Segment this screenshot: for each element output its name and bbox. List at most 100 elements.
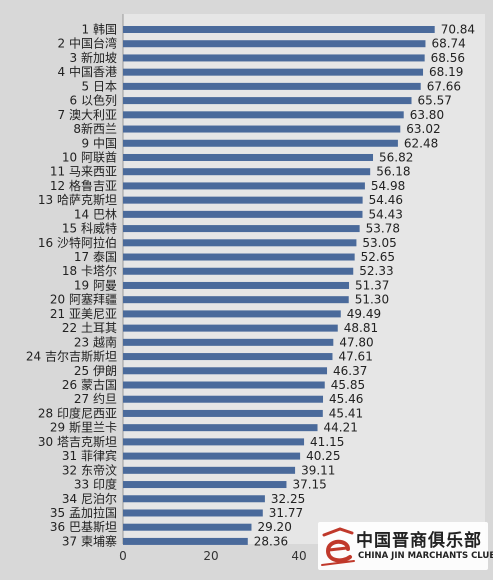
category-label: 6 以色列 bbox=[70, 94, 117, 108]
category-label: 20 阿塞拜疆 bbox=[50, 292, 117, 307]
bar-22 bbox=[123, 324, 338, 332]
x-tick-label: 0 bbox=[119, 549, 127, 563]
category-label: 12 格鲁吉亚 bbox=[50, 178, 117, 193]
value-label: 52.65 bbox=[361, 250, 395, 264]
category-label: 2 中国台湾 bbox=[58, 36, 117, 51]
value-label: 46.37 bbox=[333, 364, 367, 378]
value-label: 68.74 bbox=[431, 37, 465, 51]
value-label: 63.02 bbox=[406, 122, 440, 136]
value-label: 54.46 bbox=[369, 193, 403, 207]
watermark-name-en: CHINA JIN MARCHANTS CLUB bbox=[358, 551, 493, 561]
value-label: 44.21 bbox=[324, 421, 358, 435]
category-label: 11 马来西亚 bbox=[50, 165, 117, 179]
bar-9 bbox=[123, 139, 398, 147]
value-label: 48.81 bbox=[344, 321, 378, 335]
value-label: 68.19 bbox=[429, 65, 463, 79]
bar-14 bbox=[123, 210, 363, 218]
value-label: 45.46 bbox=[329, 392, 363, 406]
category-label: 10 阿联酋 bbox=[62, 149, 117, 164]
value-label: 62.48 bbox=[404, 136, 438, 150]
category-label: 13 哈萨克斯坦 bbox=[38, 193, 117, 207]
category-label: 15 科威特 bbox=[62, 221, 117, 236]
category-label: 4 中国香港 bbox=[58, 64, 117, 79]
bar-28 bbox=[123, 409, 323, 417]
value-label: 39.11 bbox=[301, 463, 335, 477]
value-label: 51.37 bbox=[355, 278, 389, 292]
category-label: 29 斯里兰卡 bbox=[50, 421, 117, 435]
bar-8 bbox=[123, 125, 401, 133]
value-label: 56.18 bbox=[376, 165, 410, 179]
bar-26 bbox=[123, 381, 325, 389]
value-label: 31.77 bbox=[269, 506, 303, 520]
bar-15 bbox=[123, 225, 360, 233]
category-label: 19 阿曼 bbox=[74, 278, 117, 292]
x-tick-label: 40 bbox=[291, 549, 306, 563]
value-label: 49.49 bbox=[347, 307, 381, 321]
value-label: 68.56 bbox=[431, 51, 465, 65]
bar-2 bbox=[123, 40, 426, 48]
bar-16 bbox=[123, 239, 357, 247]
bar-27 bbox=[123, 395, 324, 403]
bar-3 bbox=[123, 54, 425, 62]
value-label: 52.33 bbox=[359, 264, 393, 278]
bar-6 bbox=[123, 97, 412, 105]
bar-36 bbox=[123, 523, 252, 531]
value-label: 53.78 bbox=[366, 222, 400, 236]
watermark-name-cn: 中国晋商俱乐部 bbox=[356, 531, 482, 551]
jin-e-logo-icon bbox=[321, 527, 355, 566]
value-label: 32.25 bbox=[271, 492, 305, 506]
category-label: 22 土耳其 bbox=[62, 321, 117, 335]
bar-24 bbox=[123, 353, 333, 361]
value-label: 56.82 bbox=[379, 150, 413, 164]
bar-4 bbox=[123, 68, 424, 76]
bar-11 bbox=[123, 168, 371, 176]
value-label: 37.15 bbox=[292, 478, 326, 492]
value-label: 70.84 bbox=[441, 23, 475, 37]
category-label: 9 中国 bbox=[82, 135, 117, 150]
bar-37 bbox=[123, 537, 248, 545]
category-label: 37 柬埔寨 bbox=[62, 533, 117, 548]
category-label: 26 蒙古国 bbox=[62, 377, 117, 392]
category-label: 23 越南 bbox=[74, 334, 117, 349]
category-label: 36 巴基斯坦 bbox=[50, 520, 117, 534]
bar-13 bbox=[123, 196, 363, 204]
bar-20 bbox=[123, 296, 349, 304]
value-label: 41.15 bbox=[310, 435, 344, 449]
category-label: 25 伊朗 bbox=[74, 364, 117, 378]
category-label: 27 约旦 bbox=[74, 391, 117, 406]
category-label: 31 菲律宾 bbox=[62, 448, 117, 463]
bar-32 bbox=[123, 466, 296, 474]
bar-7 bbox=[123, 111, 404, 119]
value-label: 40.25 bbox=[306, 449, 340, 463]
value-label: 67.66 bbox=[427, 79, 461, 93]
bar-18 bbox=[123, 267, 354, 275]
category-label: 7 澳大利亚 bbox=[58, 108, 117, 122]
category-label: 16 沙特阿拉伯 bbox=[38, 235, 117, 250]
watermark: 中国晋商俱乐部 CHINA JIN MARCHANTS CLUB bbox=[318, 522, 493, 570]
bar-12 bbox=[123, 182, 365, 190]
bar-5 bbox=[123, 82, 421, 90]
bar-19 bbox=[123, 281, 350, 289]
category-label: 30 塔吉克斯坦 bbox=[38, 435, 117, 449]
category-label: 28 印度尼西亚 bbox=[38, 405, 117, 420]
bar-31 bbox=[123, 452, 301, 460]
category-label: 21 亚美尼亚 bbox=[50, 307, 117, 321]
value-label: 47.61 bbox=[338, 350, 372, 364]
value-label: 54.43 bbox=[368, 207, 402, 221]
bar-33 bbox=[123, 481, 287, 489]
category-label: 24 吉尔吉斯斯坦 bbox=[26, 349, 117, 364]
bar-21 bbox=[123, 310, 341, 318]
category-label: 8新西兰 bbox=[73, 121, 117, 136]
bar-25 bbox=[123, 367, 328, 375]
bar-35 bbox=[123, 509, 263, 517]
value-label: 28.36 bbox=[254, 534, 288, 548]
bar-34 bbox=[123, 495, 265, 503]
value-label: 29.20 bbox=[257, 520, 291, 534]
bar-30 bbox=[123, 438, 305, 446]
bar-29 bbox=[123, 424, 318, 432]
value-label: 53.05 bbox=[362, 236, 396, 250]
category-label: 14 巴林 bbox=[74, 207, 117, 221]
x-tick-label: 20 bbox=[203, 549, 218, 563]
